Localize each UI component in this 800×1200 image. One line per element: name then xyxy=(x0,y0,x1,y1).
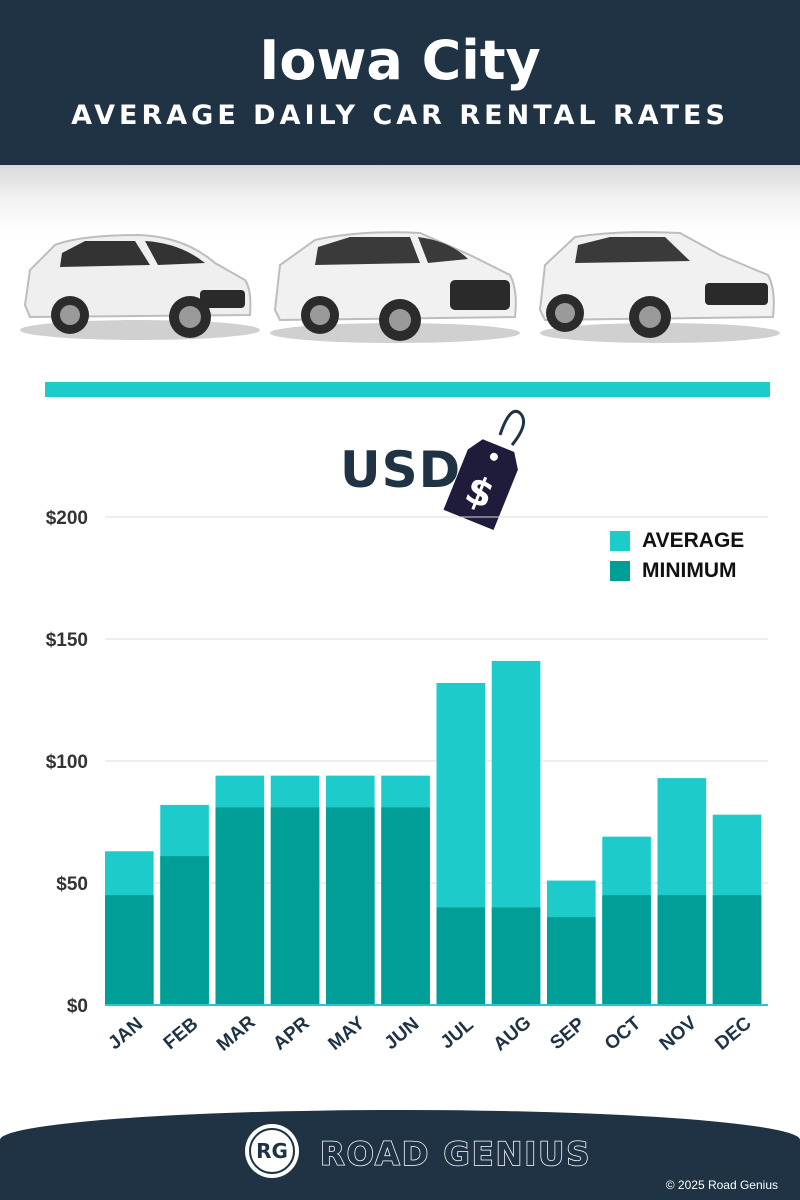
copyright-text: © 2025 Road Genius xyxy=(665,1178,778,1192)
bar-minimum-nov xyxy=(657,895,707,1005)
x-tick-label: AUG xyxy=(490,1012,536,1055)
chart-legend: AVERAGE MINIMUM xyxy=(610,526,744,586)
currency-label: USD xyxy=(340,441,462,499)
x-tick-label: JUN xyxy=(381,1014,424,1055)
suv-car-icon xyxy=(270,231,520,343)
footer-bar xyxy=(0,1110,800,1200)
bar-minimum-sep xyxy=(547,917,596,1005)
price-tag-icon: $ xyxy=(443,409,526,530)
legend-item-average: AVERAGE xyxy=(610,526,744,556)
x-tick-label: DEC xyxy=(711,1013,755,1055)
bar-minimum-feb xyxy=(160,856,209,1005)
legend-item-minimum: MINIMUM xyxy=(610,556,744,586)
car-illustrations xyxy=(20,231,780,343)
x-tick-label: JAN xyxy=(104,1014,147,1055)
x-tick-label: APR xyxy=(269,1013,313,1055)
x-tick-label: JUL xyxy=(437,1014,478,1053)
legend-swatch-average xyxy=(610,531,630,551)
legend-label-minimum: MINIMUM xyxy=(642,559,737,582)
bar-minimum-apr xyxy=(270,807,320,1005)
page-title: Iowa City xyxy=(259,29,541,92)
x-tick-label: NOV xyxy=(656,1012,701,1055)
brand-name[interactable]: ROAD GENIUS xyxy=(319,1134,592,1174)
y-tick-label: $100 xyxy=(46,752,88,773)
bar-minimum-may xyxy=(326,807,375,1005)
bar-minimum-dec xyxy=(712,895,762,1005)
logo-initials: RG xyxy=(249,1128,295,1174)
bar-minimum-aug xyxy=(491,907,541,1005)
x-tick-label: SEP xyxy=(546,1013,589,1054)
header-banner: Iowa City AVERAGE DAILY CAR RENTAL RATES xyxy=(0,0,800,165)
x-tick-label: MAR xyxy=(213,1012,260,1056)
y-tick-label: $0 xyxy=(67,996,88,1017)
x-tick-label: FEB xyxy=(160,1014,203,1055)
hatchback-car-icon xyxy=(20,233,260,340)
legend-swatch-minimum xyxy=(610,561,630,581)
y-tick-label: $150 xyxy=(46,630,88,651)
luxury-suv-car-icon xyxy=(538,231,780,343)
x-tick-label: OCT xyxy=(601,1013,646,1055)
bar-minimum-jan xyxy=(105,895,154,1005)
section-divider xyxy=(45,382,770,397)
y-tick-label: $200 xyxy=(46,508,88,529)
rental-rates-chart: $0 $50 $100 $150 $200 JAN FEB MAR APR MAY JUN JUL A… xyxy=(46,508,768,1056)
bar-minimum-jun xyxy=(381,807,430,1005)
bar-minimum-oct xyxy=(602,895,651,1005)
bar-minimum-mar xyxy=(215,807,265,1005)
x-tick-label: MAY xyxy=(325,1013,370,1055)
bar-minimum-jul xyxy=(436,907,486,1005)
page-subtitle: AVERAGE DAILY CAR RENTAL RATES xyxy=(71,100,729,131)
brand-logo[interactable]: RG xyxy=(245,1124,299,1178)
legend-label-average: AVERAGE xyxy=(642,529,745,552)
y-tick-label: $50 xyxy=(56,874,88,895)
car-images-area xyxy=(0,165,800,375)
